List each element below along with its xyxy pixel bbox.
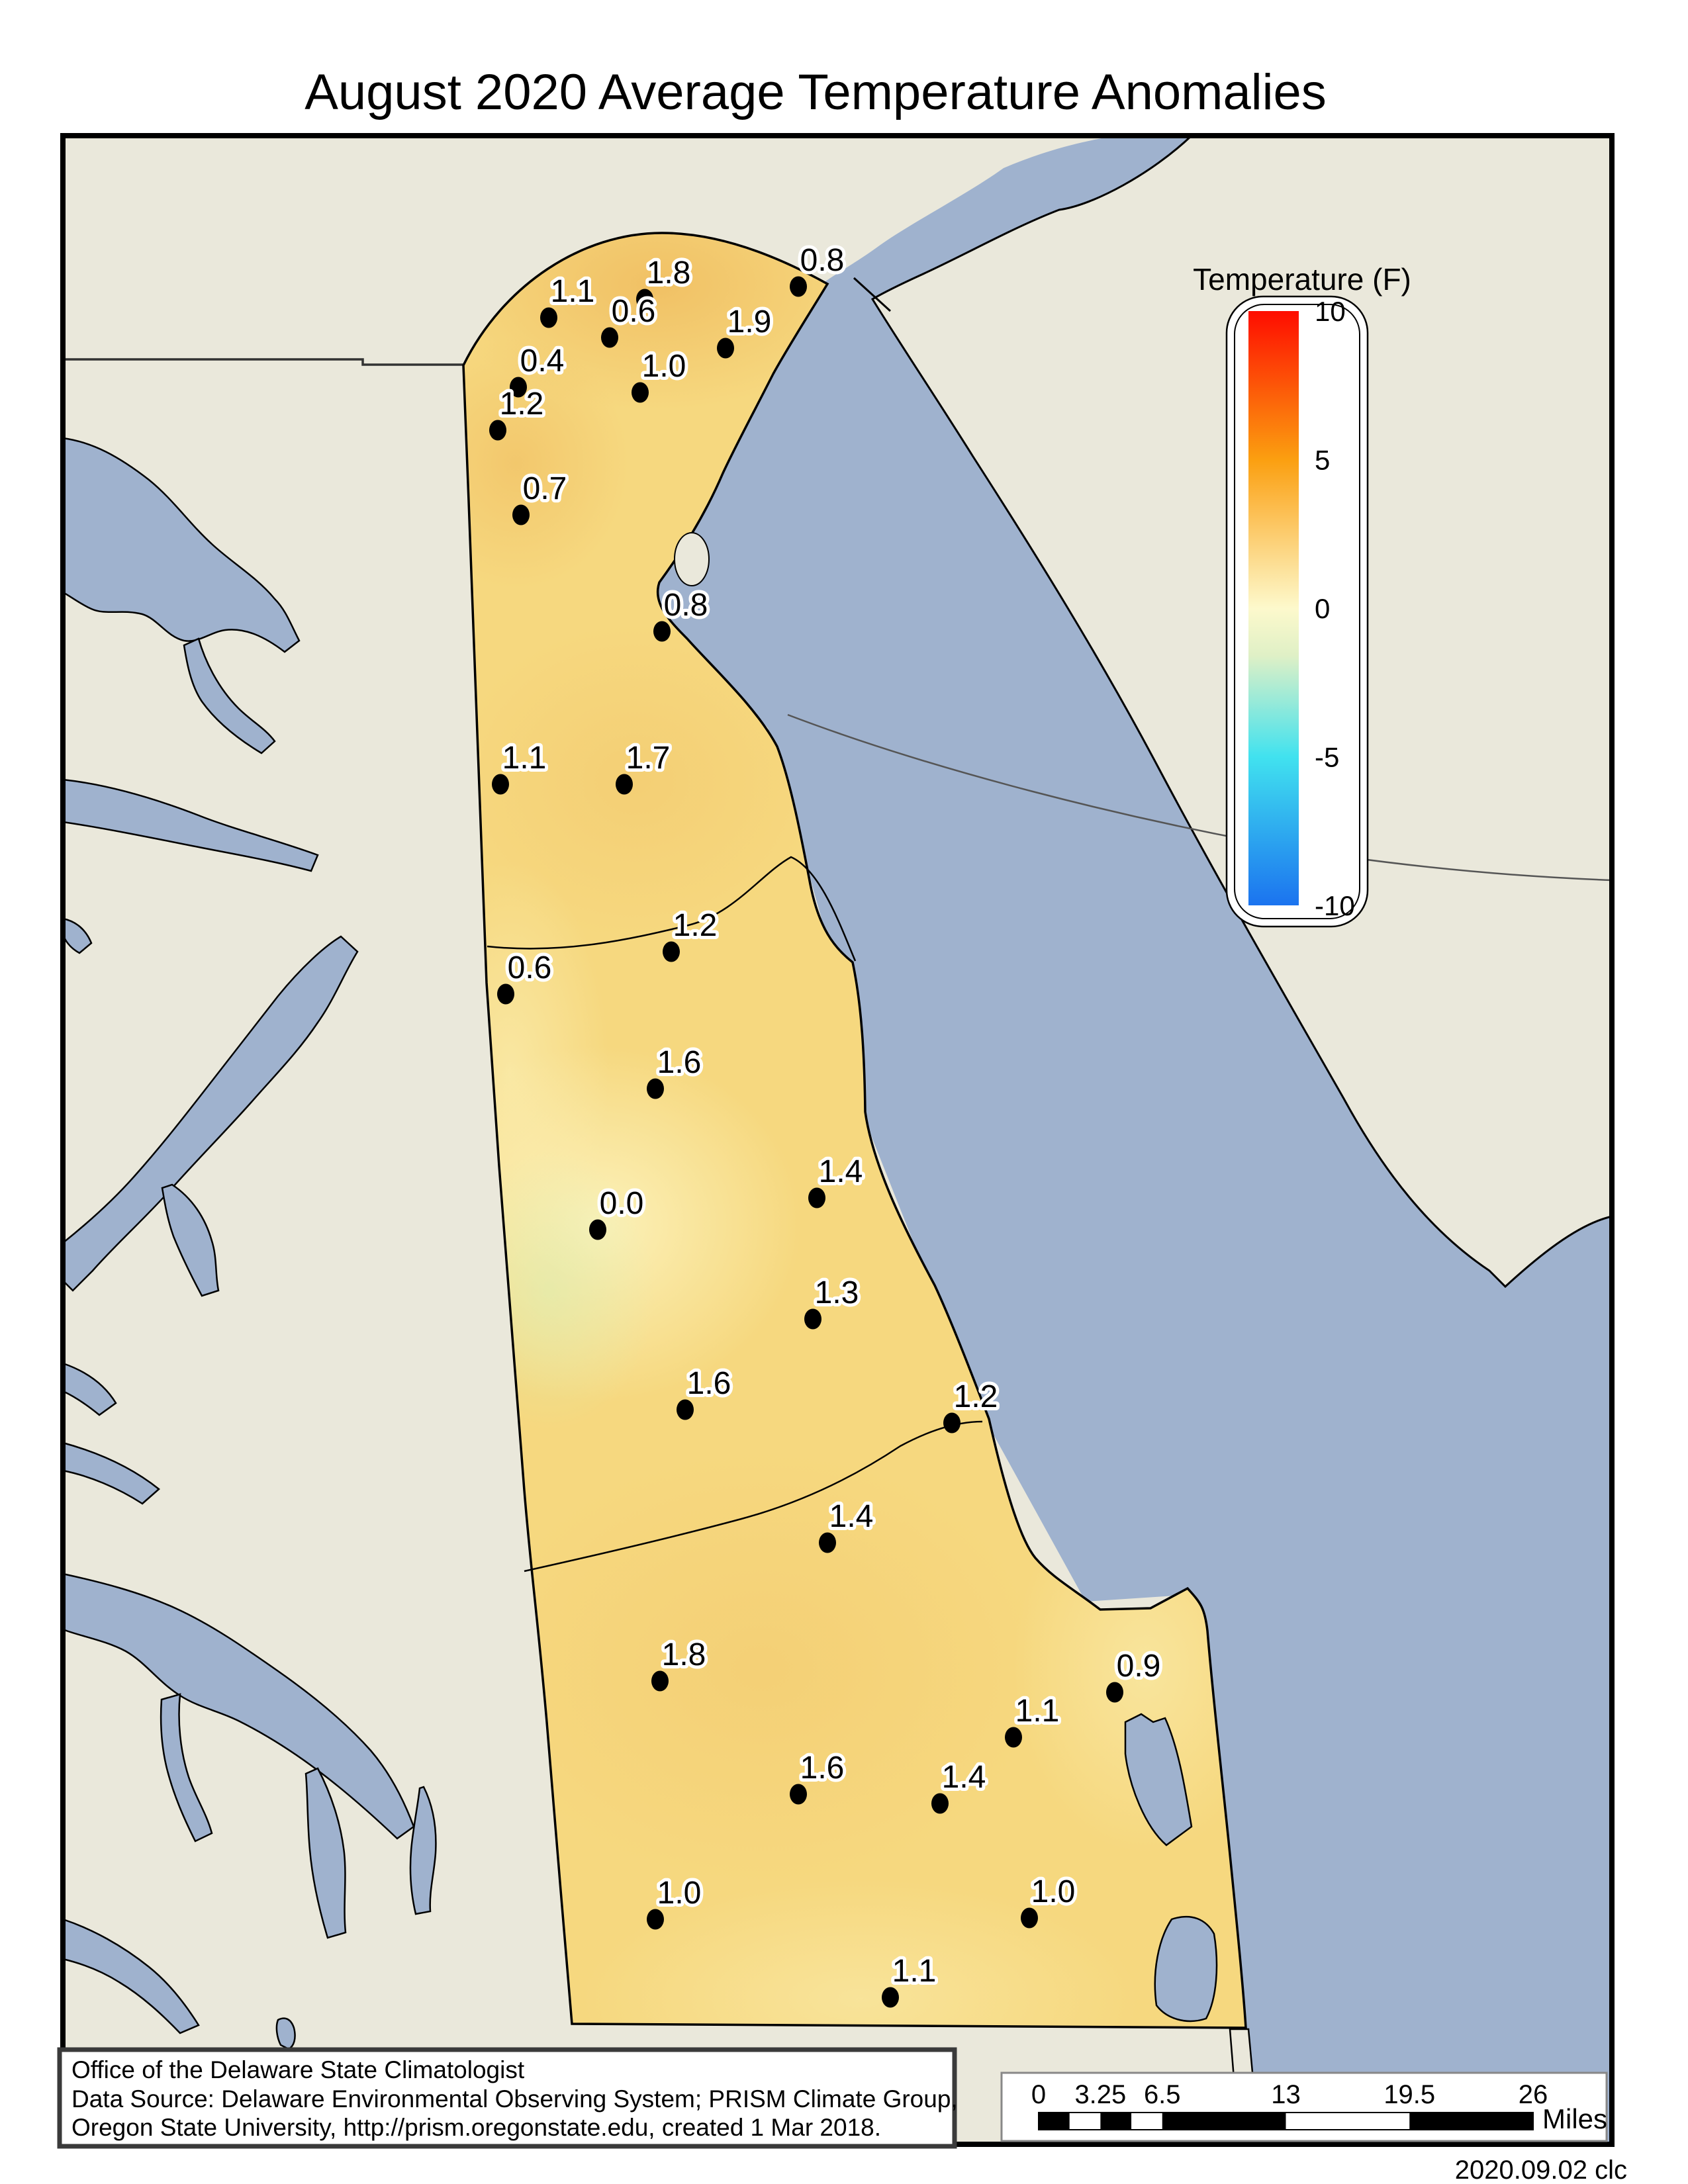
scalebar-tick-label: 13 — [1271, 2080, 1301, 2109]
station-value-label: 1.0 — [1031, 1874, 1076, 1909]
attribution-line-2: Data Source: Delaware Environmental Obse… — [71, 2085, 958, 2113]
page-title: August 2020 Average Temperature Anomalie… — [305, 64, 1327, 120]
station-value-label: 0.7 — [523, 471, 567, 506]
scalebar-tick-label: 3.25 — [1074, 2080, 1126, 2109]
station-dot — [808, 1187, 825, 1208]
station-dot — [653, 621, 671, 642]
station-value-label: 1.6 — [657, 1045, 702, 1080]
station-value-label: 1.7 — [626, 741, 671, 776]
station-dot — [717, 338, 734, 359]
station-value-label: 1.2 — [954, 1379, 998, 1414]
station-dot — [882, 1987, 899, 2008]
station-value-label: 1.8 — [662, 1637, 706, 1672]
station-dot — [636, 289, 653, 310]
station-value-label: 1.6 — [687, 1366, 731, 1401]
station-value-label: 1.4 — [829, 1499, 874, 1534]
station-dot — [1021, 1907, 1038, 1929]
station-dot — [540, 307, 557, 328]
station-value-label: 1.4 — [942, 1760, 986, 1795]
station-dot — [632, 382, 649, 403]
county-lines — [487, 856, 983, 1572]
scalebar-black-segment — [1100, 2113, 1132, 2130]
legend-colorbar — [1248, 311, 1299, 905]
station-value-label: 1.1 — [892, 1954, 937, 1989]
legend-tick-label: 5 — [1315, 445, 1330, 476]
legend: Temperature (F) 10 5 0 -5 -10 — [1193, 262, 1411, 928]
station-value-label: 0.4 — [520, 343, 565, 379]
station-value-label: 0.8 — [800, 243, 845, 278]
station-dot — [1106, 1682, 1123, 1703]
station-dot — [492, 774, 509, 795]
date-note: 2020.09.02 clc — [1455, 2156, 1627, 2184]
station-dot — [804, 1308, 821, 1330]
coastal-lagoons — [1124, 1713, 1218, 2023]
station-value-label: 1.1 — [502, 741, 547, 776]
scalebar-segments — [1039, 2113, 1533, 2130]
station-value-label: 1.6 — [800, 1751, 845, 1786]
station-value-label: 1.8 — [647, 255, 691, 291]
scalebar-tick-label: 26 — [1519, 2080, 1548, 2109]
scalebar-tick-label: 19.5 — [1383, 2080, 1435, 2109]
state-border-line — [63, 358, 463, 366]
station-value-label: 0.6 — [612, 294, 656, 329]
scalebar-black-segment — [1409, 2113, 1533, 2130]
legend-tick-label: 0 — [1315, 593, 1330, 624]
station-value-label: 1.2 — [500, 387, 544, 422]
chesapeake-tributaries — [62, 437, 437, 2050]
station-dot — [589, 1219, 606, 1240]
legend-tick-label: 10 — [1315, 296, 1346, 327]
station-dot — [651, 1670, 669, 1692]
station-value-label: 1.2 — [673, 908, 718, 943]
scalebar-unit-label: Miles — [1542, 2103, 1607, 2134]
station-value-label: 1.3 — [815, 1275, 859, 1310]
de-nj-border-tick — [853, 277, 892, 312]
legend-tick-label: -5 — [1315, 742, 1339, 773]
attribution-box: Office of the Delaware State Climatologi… — [57, 2047, 958, 2149]
attribution-line-3: Oregon State University, http://prism.or… — [71, 2114, 881, 2141]
scalebar-black-segment — [1039, 2113, 1070, 2130]
station-value-label: 0.9 — [1117, 1649, 1161, 1684]
scalebar: 0 3.25 6.5 13 19.5 26 Miles — [1000, 2071, 1608, 2142]
legend-tick-labels: 10 5 0 -5 -10 — [1315, 296, 1355, 921]
station-dot — [497, 983, 514, 1005]
station-dot — [647, 1909, 664, 1930]
station-value-label: 1.1 — [1015, 1694, 1060, 1729]
station-value-label: 1.9 — [727, 304, 772, 340]
legend-tick-label: -10 — [1315, 890, 1355, 921]
station-value-label: 1.0 — [657, 1876, 702, 1911]
station-dot — [510, 377, 527, 398]
station-value-label: 1.4 — [819, 1154, 863, 1189]
station-dot — [790, 1784, 807, 1805]
station-dot — [931, 1793, 949, 1814]
station-dot — [943, 1412, 961, 1433]
station-dot — [647, 1078, 664, 1099]
station-value-label: 1.1 — [551, 274, 595, 309]
station-dot — [790, 276, 807, 297]
station-value-label: 1.0 — [642, 349, 686, 384]
delaware-bay-water — [649, 136, 1612, 2144]
station-dot — [489, 420, 506, 441]
attribution-frame — [57, 2047, 957, 2149]
station-dot — [601, 327, 618, 348]
station-value-label: 0.8 — [664, 588, 708, 623]
scalebar-tick-labels: 0 3.25 6.5 13 19.5 26 — [1031, 2080, 1548, 2109]
station-dot — [616, 774, 633, 795]
station-dot — [663, 941, 680, 962]
scalebar-tick-label: 0 — [1031, 2080, 1046, 2109]
station-value-label: 0.6 — [508, 950, 552, 985]
station-layer: 1.11.80.6 1.90.80.4 1.01.20.70.81.1 1.71.20… — [489, 240, 1164, 2008]
river-island — [674, 532, 710, 586]
station-value-label: 0.0 — [600, 1186, 644, 1221]
scalebar-black-segment — [1162, 2113, 1286, 2130]
station-dot — [677, 1399, 694, 1420]
legend-title: Temperature (F) — [1193, 262, 1411, 296]
attribution-line-1: Office of the Delaware State Climatologi… — [71, 2056, 525, 2083]
station-dot — [512, 504, 530, 525]
station-dot — [819, 1532, 836, 1553]
scalebar-tick-label: 6.5 — [1144, 2080, 1181, 2109]
station-dot — [1005, 1727, 1022, 1748]
